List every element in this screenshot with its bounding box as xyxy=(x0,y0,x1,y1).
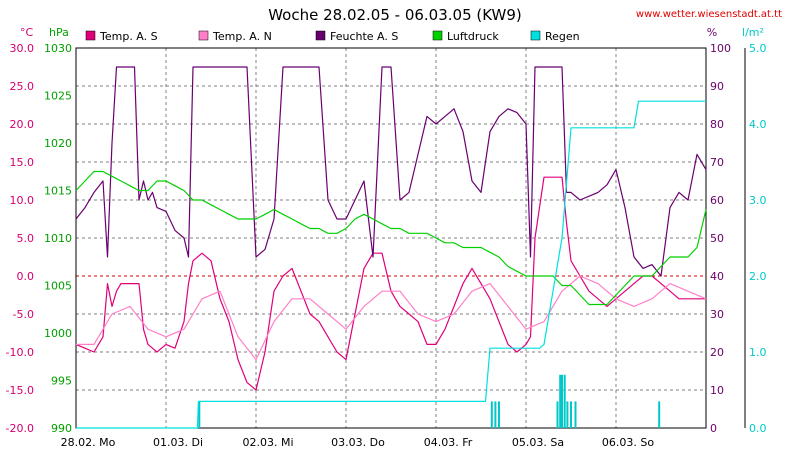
temp-tick-label: 15.0 xyxy=(10,156,35,169)
legend-swatch xyxy=(530,30,541,41)
x-tick-label: 28.02. Mo xyxy=(61,436,116,449)
rain-tick-label: 5.0 xyxy=(749,42,767,55)
legend-label: Luftdruck xyxy=(447,30,499,43)
legend-swatch xyxy=(198,30,209,41)
humidity-tick-label: 70 xyxy=(710,156,724,169)
humidity-tick-label: 60 xyxy=(710,194,724,207)
legend-swatch xyxy=(432,30,443,41)
pressure-tick-label: 1020 xyxy=(44,137,72,150)
series-group xyxy=(75,66,707,429)
rain-tick-label: 2.0 xyxy=(749,270,767,283)
rain-tick-label: 3.0 xyxy=(749,194,767,207)
series-line xyxy=(76,100,706,429)
humidity-tick-label: 30 xyxy=(710,308,724,321)
series-line xyxy=(75,170,707,306)
temp-tick-label: 25.0 xyxy=(10,80,35,93)
pressure-tick-label: 1030 xyxy=(44,42,72,55)
temp-tick-label: -15.0 xyxy=(6,384,34,397)
temp-tick-label: -5.0 xyxy=(13,308,34,321)
pressure-tick-label: 1015 xyxy=(44,185,72,198)
temp-tick-label: 20.0 xyxy=(10,118,35,131)
temp-tick-label: 10.0 xyxy=(10,194,35,207)
temp-tick-label: 0.0 xyxy=(17,270,35,283)
temp-tick-label: -10.0 xyxy=(6,346,34,359)
series-line xyxy=(75,176,706,391)
temp-unit-label: °C xyxy=(20,26,34,39)
x-tick-label: 01.03. Di xyxy=(153,436,203,449)
rain-tick-label: 1.0 xyxy=(749,346,767,359)
pressure-tick-label: 1000 xyxy=(44,327,72,340)
axes xyxy=(75,47,746,429)
humidity-tick-label: 100 xyxy=(710,42,731,55)
humidity-tick-label: 20 xyxy=(710,346,724,359)
temp-tick-label: 5.0 xyxy=(17,232,35,245)
pressure-unit-label: hPa xyxy=(49,26,69,39)
source-url: www.wetter.wiesenstadt.at.tt xyxy=(636,9,782,20)
series-line xyxy=(76,275,707,361)
x-tick-label: 02.03. Mi xyxy=(242,436,293,449)
humidity-tick-label: 90 xyxy=(710,80,724,93)
humidity-tick-label: 50 xyxy=(710,232,724,245)
chart-title: Woche 28.02.05 - 06.03.05 (KW9) xyxy=(268,6,522,24)
humidity-tick-label: 0 xyxy=(710,422,717,435)
humidity-unit-label: % xyxy=(707,26,717,39)
humidity-tick-label: 10 xyxy=(710,384,724,397)
humidity-tick-label: 40 xyxy=(710,270,724,283)
pressure-tick-label: 1025 xyxy=(44,90,72,103)
rain-unit-label: l/m² xyxy=(742,26,764,39)
series-line xyxy=(75,66,707,277)
rain-tick-label: 0.0 xyxy=(749,422,767,435)
pressure-tick-label: 1005 xyxy=(44,280,72,293)
pressure-tick-label: 990 xyxy=(51,422,72,435)
chart-legend: Temp. A. S Temp. A. N Feuchte A. S Luftdruc… xyxy=(85,30,580,43)
grid-lines xyxy=(76,48,706,428)
legend-swatch xyxy=(85,30,96,41)
x-tick-label: 04.03. Fr xyxy=(424,436,473,449)
x-tick-label: 05.03. Sa xyxy=(512,436,564,449)
humidity-tick-label: 80 xyxy=(710,118,724,131)
tick-labels: 30.0 25.0 20.0 15.0 10.0 5.0 0.0 -5.0 -10.0 -15.0… xyxy=(6,42,767,449)
legend-swatch xyxy=(315,30,326,41)
legend-label: Temp. A. N xyxy=(212,30,272,43)
legend-label: Regen xyxy=(545,30,580,43)
legend-label: Feuchte A. S xyxy=(330,30,398,43)
pressure-tick-label: 1010 xyxy=(44,232,72,245)
legend-label: Temp. A. S xyxy=(99,30,158,43)
x-tick-label: 06.03. So xyxy=(602,436,654,449)
rain-tick-label: 4.0 xyxy=(749,118,767,131)
temp-tick-label: -20.0 xyxy=(6,422,34,435)
pressure-tick-label: 995 xyxy=(51,375,72,388)
plot-frame xyxy=(75,47,707,429)
temp-tick-label: 30.0 xyxy=(10,42,35,55)
x-tick-label: 03.03. Do xyxy=(331,436,385,449)
